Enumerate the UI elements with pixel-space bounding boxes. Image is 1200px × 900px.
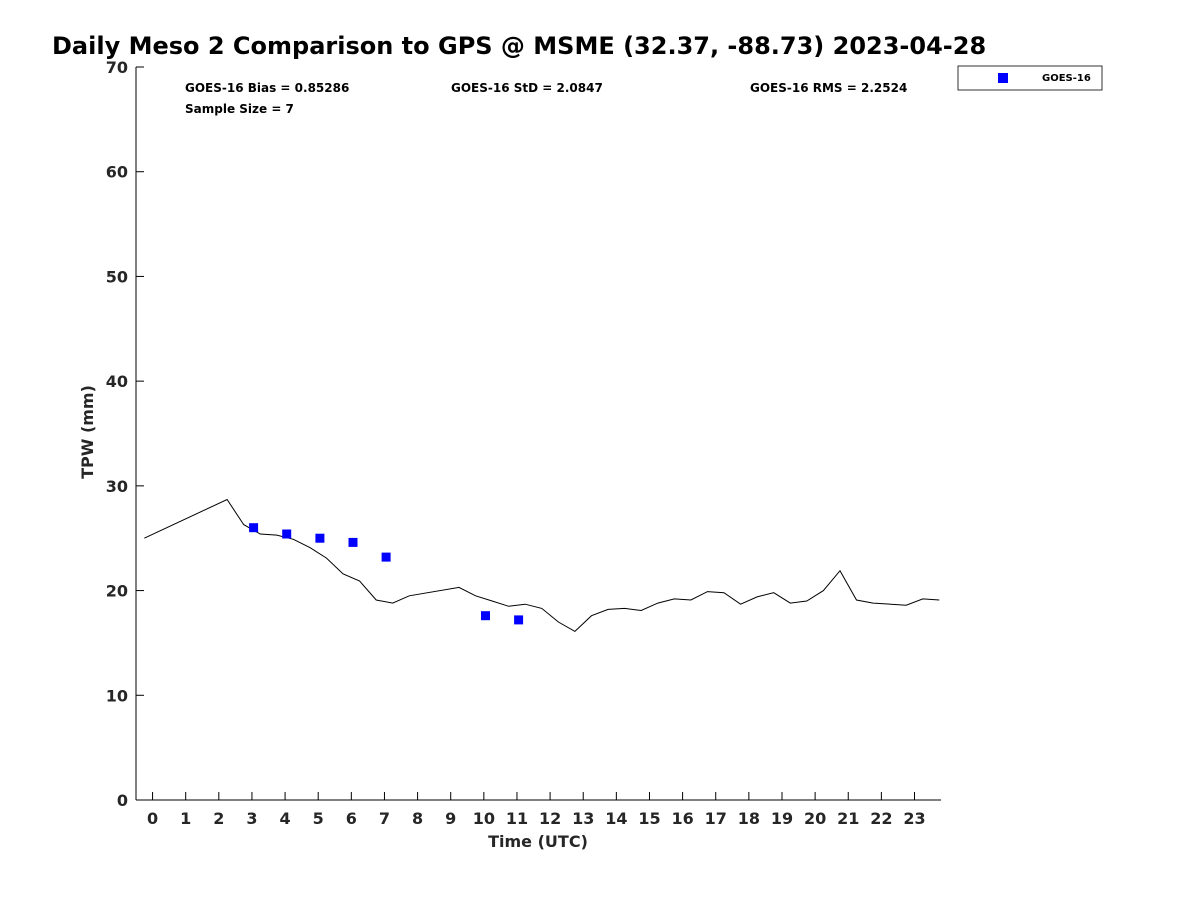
goes16-point-2 [315, 533, 325, 543]
y-tick-label-20: 20 [106, 582, 128, 601]
x-tick-label-18: 18 [738, 809, 760, 828]
x-tick-label-19: 19 [771, 809, 793, 828]
bias-annotation: GOES-16 Bias = 0.85286 [185, 81, 349, 95]
x-tick-label-8: 8 [412, 809, 423, 828]
y-tick-label-10: 10 [106, 686, 128, 705]
goes16-point-4 [381, 552, 391, 562]
x-tick-label-14: 14 [605, 809, 627, 828]
goes16-point-6 [514, 615, 524, 625]
x-ticks: 0 1 2 3 4 5 6 7 8 9 10 11 12 13 14 15 16 17 18 19 20 21 22 23 [147, 792, 926, 828]
chart-title: Daily Meso 2 Comparison to GPS @ MSME (3… [52, 32, 986, 60]
gps-series-line [144, 498, 940, 633]
x-tick-label-9: 9 [445, 809, 456, 828]
x-tick-label-16: 16 [671, 809, 693, 828]
y-tick-label-60: 60 [106, 163, 128, 182]
goes16-point-1 [282, 529, 292, 539]
x-tick-label-13: 13 [572, 809, 594, 828]
legend-box [957, 65, 1103, 91]
sample-size-annotation: Sample Size = 7 [185, 102, 294, 116]
rms-annotation: GOES-16 RMS = 2.2524 [750, 81, 907, 95]
x-tick-label-3: 3 [246, 809, 257, 828]
x-tick-label-22: 22 [870, 809, 892, 828]
goes16-point-3 [348, 537, 358, 547]
x-tick-label-5: 5 [313, 809, 324, 828]
y-axis-label: TPW (mm) [78, 385, 97, 479]
legend-label-goes16: GOES-16 [1042, 73, 1091, 84]
legend-marker-goes16 [998, 73, 1008, 83]
x-tick-label-1: 1 [180, 809, 191, 828]
y-tick-label-30: 30 [106, 477, 128, 496]
series-layer [144, 498, 940, 633]
x-axis-label: Time (UTC) [488, 832, 588, 851]
y-ticks: 0 10 20 30 40 50 60 70 [106, 58, 144, 810]
goes16-point-0 [249, 523, 259, 533]
x-tick-label-0: 0 [147, 809, 158, 828]
x-tick-label-21: 21 [837, 809, 859, 828]
x-tick-label-6: 6 [346, 809, 357, 828]
legend: GOES-16 [957, 65, 1103, 91]
x-tick-label-2: 2 [213, 809, 224, 828]
x-tick-label-17: 17 [705, 809, 727, 828]
x-tick-label-12: 12 [539, 809, 561, 828]
x-tick-label-23: 23 [903, 809, 925, 828]
x-tick-label-20: 20 [804, 809, 826, 828]
std-annotation: GOES-16 StD = 2.0847 [451, 81, 603, 95]
y-tick-label-0: 0 [117, 791, 128, 810]
x-tick-label-10: 10 [473, 809, 495, 828]
x-tick-label-4: 4 [280, 809, 291, 828]
y-tick-label-50: 50 [106, 267, 128, 286]
goes16-point-5 [481, 611, 490, 621]
x-tick-label-7: 7 [379, 809, 390, 828]
y-tick-label-70: 70 [106, 58, 128, 77]
x-tick-label-15: 15 [638, 809, 660, 828]
plot-area [135, 67, 941, 801]
x-tick-label-11: 11 [506, 809, 528, 828]
y-tick-label-40: 40 [106, 372, 128, 391]
